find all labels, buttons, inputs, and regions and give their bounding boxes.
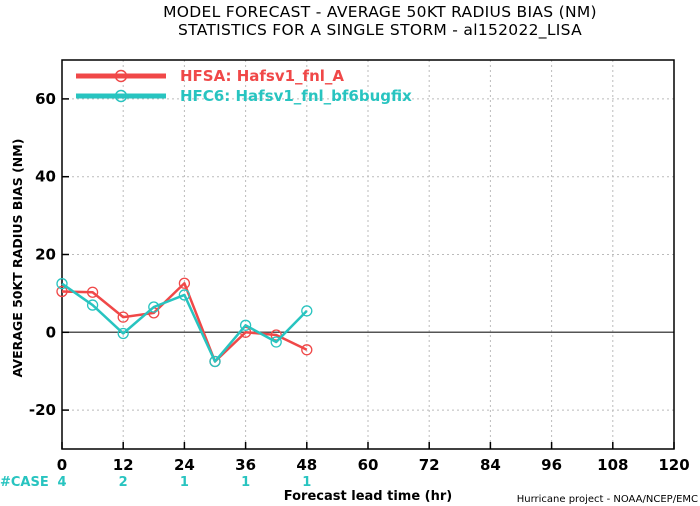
legend-swatch-marker [114, 69, 128, 83]
grid-lines [61, 60, 675, 449]
legend-label: HFC6: Hafsv1_fnl_bf6bugfix [180, 87, 412, 105]
case-count-label: #CASE [0, 475, 49, 490]
x-tick-label: 72 [419, 456, 440, 474]
x-axis-label: Forecast lead time (hr) [284, 489, 452, 504]
data-point [270, 336, 282, 348]
y-tick-label: 0 [46, 323, 56, 341]
x-tick-label: 84 [480, 456, 501, 474]
chart-subtitle: STATISTICS FOR A SINGLE STORM - al152022… [178, 21, 582, 40]
data-point [270, 329, 282, 341]
y-tick-label: 40 [35, 168, 56, 186]
series-hfsa [56, 277, 313, 368]
legend-label: HFSA: Hafsv1_fnl_A [180, 67, 344, 85]
y-tick-label: -20 [29, 401, 56, 419]
case-count-value: 2 [119, 475, 128, 490]
chart-title: MODEL FORECAST - AVERAGE 50KT RADIUS BIA… [163, 3, 597, 21]
x-tick-label: 96 [541, 456, 562, 474]
series-hfc6 [56, 278, 313, 368]
data-point [117, 327, 129, 340]
x-tick-label: 60 [358, 456, 379, 474]
data-point [301, 305, 313, 317]
legend: HFSA: Hafsv1_fnl_A HFC6: Hafsv1_fnl_bf6bu… [76, 67, 412, 105]
series-layer [56, 277, 313, 368]
data-point [56, 278, 68, 290]
series-line [61, 282, 308, 363]
data-point [148, 301, 160, 313]
case-count-value: 1 [180, 475, 189, 490]
x-tick-labels: 0 12 24 36 48 60 72 84 96 108 120 [57, 442, 690, 474]
x-tick-label: 0 [57, 456, 67, 474]
case-counts: 4 2 1 1 1 [57, 475, 311, 490]
y-tick-label: 60 [35, 90, 56, 108]
y-tick-labels: -20 0 20 40 60 [29, 90, 69, 419]
y-tick-label: 20 [35, 246, 56, 264]
legend-swatch-marker [114, 89, 128, 103]
data-point [117, 311, 129, 323]
data-point [86, 286, 99, 298]
data-point [56, 285, 68, 298]
credit-text: Hurricane project - NOAA/NCEP/EMC [517, 494, 698, 505]
x-tick-label: 36 [235, 456, 256, 474]
case-count-value: 4 [57, 475, 66, 490]
data-point [178, 289, 191, 301]
x-tick-label: 24 [174, 456, 195, 474]
case-count-value: 1 [241, 475, 250, 490]
case-count-value: 1 [302, 475, 311, 490]
data-point [178, 277, 191, 289]
series-line [61, 282, 308, 363]
data-point [209, 355, 221, 368]
x-tick-label: 12 [113, 456, 134, 474]
data-point [239, 319, 252, 331]
x-tick-label: 120 [658, 456, 689, 474]
x-tick-label: 48 [296, 456, 317, 474]
data-point [86, 299, 99, 311]
data-point [301, 344, 313, 356]
y-axis-label: AVERAGE 50KT RADIUS BIAS (NM) [10, 139, 25, 378]
x-tick-label: 108 [597, 456, 628, 474]
